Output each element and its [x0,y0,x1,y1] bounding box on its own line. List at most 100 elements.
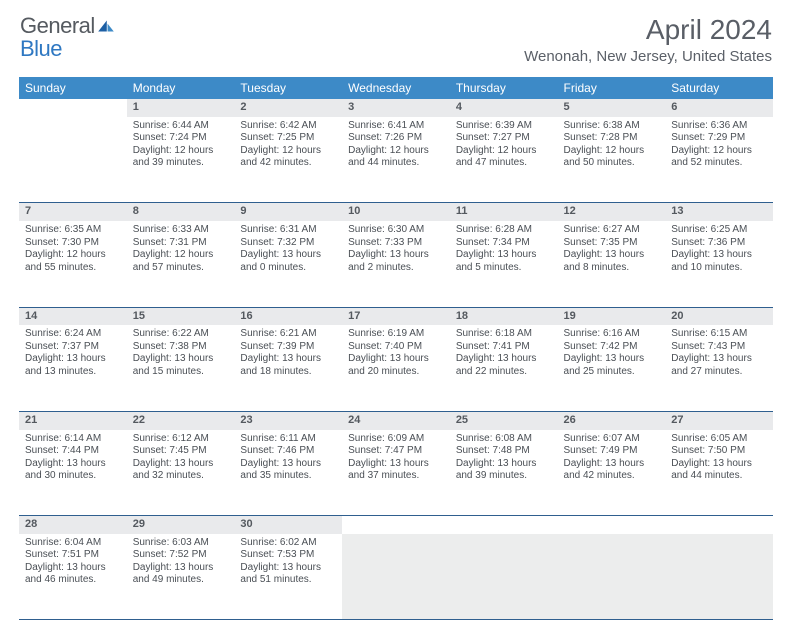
day-cell: Sunrise: 6:09 AMSunset: 7:47 PMDaylight:… [342,430,450,516]
day-number [19,99,127,117]
day-cell: Sunrise: 6:28 AMSunset: 7:34 PMDaylight:… [450,221,558,307]
cell-line-sunset: Sunset: 7:35 PM [564,237,660,250]
cell-line-sunset: Sunset: 7:34 PM [456,237,552,250]
day-cell: Sunrise: 6:12 AMSunset: 7:45 PMDaylight:… [127,430,235,516]
day-cell: Sunrise: 6:41 AMSunset: 7:26 PMDaylight:… [342,117,450,203]
cell-line-day1: Daylight: 12 hours [456,145,552,158]
day-cell: Sunrise: 6:30 AMSunset: 7:33 PMDaylight:… [342,221,450,307]
cell-line-day2: and 51 minutes. [240,574,336,587]
cell-line-sunset: Sunset: 7:27 PM [456,132,552,145]
day-cell [665,534,773,620]
day-cell: Sunrise: 6:03 AMSunset: 7:52 PMDaylight:… [127,534,235,620]
cell-line-day1: Daylight: 13 hours [25,458,121,471]
cell-line-sunset: Sunset: 7:51 PM [25,549,121,562]
cell-line-sunset: Sunset: 7:53 PM [240,549,336,562]
cell-line-sunrise: Sunrise: 6:07 AM [564,433,660,446]
day-number: 26 [558,411,666,429]
brand-word1: General [20,13,95,38]
day-number: 28 [19,516,127,534]
cell-line-day1: Daylight: 13 hours [25,353,121,366]
cell-line-sunrise: Sunrise: 6:35 AM [25,224,121,237]
cell-line-day1: Daylight: 13 hours [348,249,444,262]
cell-line-sunrise: Sunrise: 6:27 AM [564,224,660,237]
weekday-header: Wednesday [342,77,450,99]
day-number [665,516,773,534]
brand-word2: Blue [20,36,62,61]
day-cell: Sunrise: 6:38 AMSunset: 7:28 PMDaylight:… [558,117,666,203]
cell-line-sunset: Sunset: 7:39 PM [240,341,336,354]
title-block: April 2024 Wenonah, New Jersey, United S… [524,14,772,65]
day-cell: Sunrise: 6:42 AMSunset: 7:25 PMDaylight:… [234,117,342,203]
cell-line-day1: Daylight: 12 hours [25,249,121,262]
cell-line-day1: Daylight: 13 hours [133,353,229,366]
cell-line-sunset: Sunset: 7:42 PM [564,341,660,354]
cell-line-sunset: Sunset: 7:50 PM [671,445,767,458]
cell-line-day2: and 42 minutes. [564,470,660,483]
day-cell: Sunrise: 6:44 AMSunset: 7:24 PMDaylight:… [127,117,235,203]
cell-line-day1: Daylight: 13 hours [456,249,552,262]
cell-line-sunrise: Sunrise: 6:03 AM [133,537,229,550]
cell-line-sunrise: Sunrise: 6:18 AM [456,328,552,341]
page-title: April 2024 [524,14,772,46]
week-body-row: Sunrise: 6:14 AMSunset: 7:44 PMDaylight:… [19,430,773,516]
cell-line-day2: and 13 minutes. [25,366,121,379]
cell-line-sunrise: Sunrise: 6:05 AM [671,433,767,446]
cell-line-day1: Daylight: 13 hours [456,353,552,366]
cell-line-day2: and 47 minutes. [456,157,552,170]
cell-line-day2: and 2 minutes. [348,262,444,275]
cell-line-sunrise: Sunrise: 6:44 AM [133,120,229,133]
cell-line-day1: Daylight: 12 hours [564,145,660,158]
day-cell: Sunrise: 6:16 AMSunset: 7:42 PMDaylight:… [558,325,666,411]
cell-line-sunrise: Sunrise: 6:39 AM [456,120,552,133]
sail-icon [96,14,116,37]
cell-line-day2: and 32 minutes. [133,470,229,483]
day-number [450,516,558,534]
header: GeneralBlue April 2024 Wenonah, New Jers… [0,0,792,69]
day-number: 12 [558,203,666,221]
cell-line-day2: and 35 minutes. [240,470,336,483]
day-number: 4 [450,99,558,117]
day-cell: Sunrise: 6:19 AMSunset: 7:40 PMDaylight:… [342,325,450,411]
day-number: 9 [234,203,342,221]
day-cell: Sunrise: 6:08 AMSunset: 7:48 PMDaylight:… [450,430,558,516]
day-number: 22 [127,411,235,429]
cell-line-sunrise: Sunrise: 6:38 AM [564,120,660,133]
day-number: 3 [342,99,450,117]
cell-line-day1: Daylight: 13 hours [348,353,444,366]
cell-line-sunset: Sunset: 7:41 PM [456,341,552,354]
daynum-row: 282930 [19,516,773,534]
day-number: 11 [450,203,558,221]
cell-line-day2: and 20 minutes. [348,366,444,379]
cell-line-sunrise: Sunrise: 6:19 AM [348,328,444,341]
cell-line-day1: Daylight: 12 hours [133,145,229,158]
day-number: 6 [665,99,773,117]
weekday-header: Monday [127,77,235,99]
day-cell: Sunrise: 6:18 AMSunset: 7:41 PMDaylight:… [450,325,558,411]
cell-line-sunset: Sunset: 7:38 PM [133,341,229,354]
day-number: 20 [665,307,773,325]
cell-line-sunrise: Sunrise: 6:31 AM [240,224,336,237]
cell-line-sunset: Sunset: 7:43 PM [671,341,767,354]
day-number: 25 [450,411,558,429]
week-body-row: Sunrise: 6:35 AMSunset: 7:30 PMDaylight:… [19,221,773,307]
day-cell: Sunrise: 6:25 AMSunset: 7:36 PMDaylight:… [665,221,773,307]
cell-line-day2: and 15 minutes. [133,366,229,379]
weekday-header: Sunday [19,77,127,99]
cell-line-sunset: Sunset: 7:49 PM [564,445,660,458]
cell-line-sunset: Sunset: 7:29 PM [671,132,767,145]
weekday-header: Saturday [665,77,773,99]
day-number: 7 [19,203,127,221]
day-number: 18 [450,307,558,325]
week-body-row: Sunrise: 6:24 AMSunset: 7:37 PMDaylight:… [19,325,773,411]
cell-line-sunset: Sunset: 7:32 PM [240,237,336,250]
cell-line-day2: and 25 minutes. [564,366,660,379]
day-number: 17 [342,307,450,325]
cell-line-sunrise: Sunrise: 6:14 AM [25,433,121,446]
cell-line-day1: Daylight: 13 hours [133,458,229,471]
cell-line-sunrise: Sunrise: 6:16 AM [564,328,660,341]
cell-line-sunrise: Sunrise: 6:21 AM [240,328,336,341]
cell-line-sunset: Sunset: 7:33 PM [348,237,444,250]
cell-line-sunset: Sunset: 7:47 PM [348,445,444,458]
cell-line-day1: Daylight: 13 hours [671,353,767,366]
day-number: 19 [558,307,666,325]
